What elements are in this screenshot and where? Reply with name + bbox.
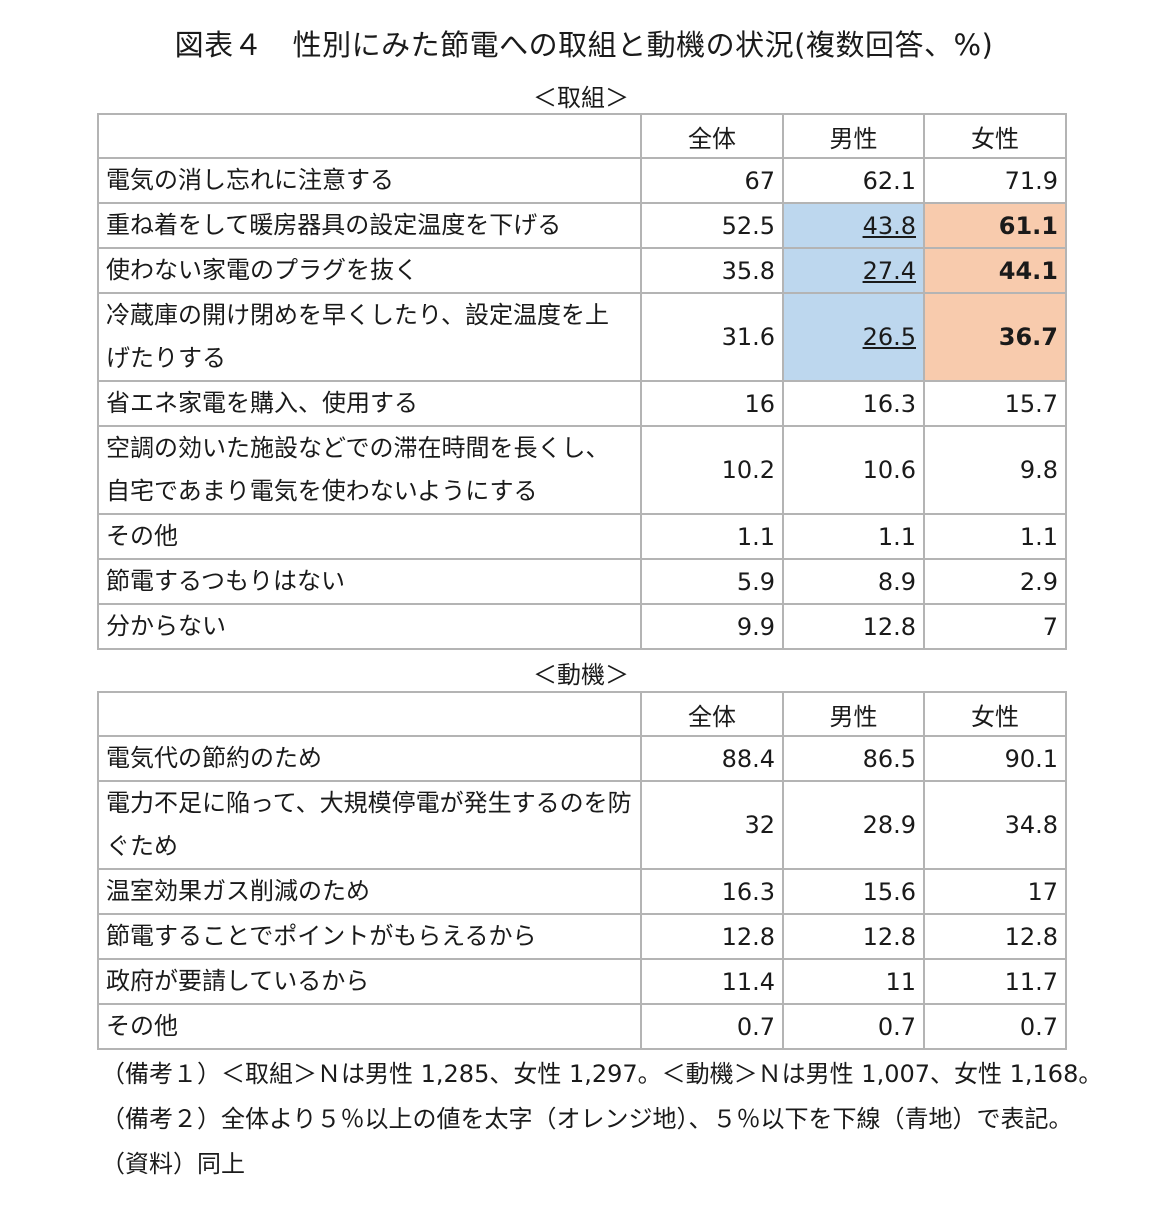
table-row: 冷蔵庫の開け閉めを早くしたり、設定温度を上げたりする 31.6 26.5 36.… [97,292,1067,382]
table-row: 電力不足に陥って、大規模停電が発生するのを防ぐため 32 28.9 34.8 [97,780,1067,870]
cell-female: 15.7 [923,380,1067,427]
table-header-row: 全体 男性 女性 [97,113,1067,159]
row-label: 電力不足に陥って、大規模停電が発生するのを防ぐため [97,780,642,870]
notes: （備考１）＜取組＞Ｎは男性 1,285、女性 1,297。＜動機＞Ｎは男性 1,… [101,1052,1102,1187]
section-label-efforts: ＜取組＞ [533,84,629,112]
table-header-row: 全体 男性 女性 [97,691,1067,737]
cell-all: 88.4 [640,735,784,782]
row-label: 空調の効いた施設などでの滞在時間を長くし、自宅であまり電気を使わないようにする [97,425,642,515]
cell-male: 1.1 [782,513,925,560]
cell-female: 71.9 [923,157,1067,204]
cell-all: 1.1 [640,513,784,560]
cell-male: 12.8 [782,603,925,650]
row-label: 省エネ家電を購入、使用する [97,380,642,427]
cell-male: 62.1 [782,157,925,204]
row-label: 電気の消し忘れに注意する [97,157,642,204]
cell-all: 16.3 [640,868,784,915]
cell-all: 16 [640,380,784,427]
cell-male: 12.8 [782,913,925,960]
cell-female: 1.1 [923,513,1067,560]
row-label: 電気代の節約のため [97,735,642,782]
row-label: 政府が要請しているから [97,958,642,1005]
header-female: 女性 [923,113,1067,159]
row-label: 温室効果ガス削減のため [97,868,642,915]
motives-table: 全体 男性 女性 電気代の節約のため 88.4 86.5 90.1 電力不足に陥… [97,691,1067,1050]
table-row: 節電することでポイントがもらえるから 12.8 12.8 12.8 [97,913,1067,960]
row-label: 重ね着をして暖房器具の設定温度を下げる [97,202,642,249]
table-row: 電気代の節約のため 88.4 86.5 90.1 [97,735,1067,782]
cell-female: 11.7 [923,958,1067,1005]
cell-male: 43.8 [782,202,925,249]
cell-male: 11 [782,958,925,1005]
header-female: 女性 [923,691,1067,737]
cell-female: 2.9 [923,558,1067,605]
cell-female: 9.8 [923,425,1067,515]
table-row: 節電するつもりはない 5.9 8.9 2.9 [97,558,1067,605]
row-label: 使わない家電のプラグを抜く [97,247,642,294]
cell-male: 28.9 [782,780,925,870]
cell-all: 9.9 [640,603,784,650]
note-1: （備考１）＜取組＞Ｎは男性 1,285、女性 1,297。＜動機＞Ｎは男性 1,… [101,1060,1103,1088]
table-row: 分からない 9.9 12.8 7 [97,603,1067,650]
cell-all: 67 [640,157,784,204]
cell-all: 52.5 [640,202,784,249]
row-label: その他 [97,1003,642,1050]
cell-female: 0.7 [923,1003,1067,1050]
row-label: 冷蔵庫の開け閉めを早くしたり、設定温度を上げたりする [97,292,642,382]
cell-female: 17 [923,868,1067,915]
cell-male: 15.6 [782,868,925,915]
table-row: 使わない家電のプラグを抜く 35.8 27.4 44.1 [97,247,1067,294]
header-male: 男性 [782,113,925,159]
cell-female: 61.1 [923,202,1067,249]
efforts-table: 全体 男性 女性 電気の消し忘れに注意する 67 62.1 71.9 重ね着をし… [97,113,1067,650]
cell-all: 10.2 [640,425,784,515]
cell-female: 90.1 [923,735,1067,782]
header-all: 全体 [640,113,784,159]
table-row: 温室効果ガス削減のため 16.3 15.6 17 [97,868,1067,915]
row-label: 節電するつもりはない [97,558,642,605]
cell-female: 12.8 [923,913,1067,960]
cell-all: 32 [640,780,784,870]
table-row: 政府が要請しているから 11.4 11 11.7 [97,958,1067,1005]
cell-all: 31.6 [640,292,784,382]
row-label: その他 [97,513,642,560]
cell-male: 26.5 [782,292,925,382]
cell-male: 10.6 [782,425,925,515]
section-label-motives: ＜動機＞ [533,661,629,689]
note-2: （備考２）全体より５％以上の値を太字（オレンジ地）、５％以下を下線（青地）で表記… [101,1105,1073,1133]
cell-all: 12.8 [640,913,784,960]
header-blank [97,113,642,159]
row-label: 節電することでポイントがもらえるから [97,913,642,960]
table-row: 重ね着をして暖房器具の設定温度を下げる 52.5 43.8 61.1 [97,202,1067,249]
header-all: 全体 [640,691,784,737]
cell-female: 44.1 [923,247,1067,294]
row-label: 分からない [97,603,642,650]
cell-all: 5.9 [640,558,784,605]
cell-all: 0.7 [640,1003,784,1050]
cell-female: 7 [923,603,1067,650]
table-row: その他 0.7 0.7 0.7 [97,1003,1067,1050]
cell-female: 36.7 [923,292,1067,382]
cell-all: 35.8 [640,247,784,294]
cell-female: 34.8 [923,780,1067,870]
header-male: 男性 [782,691,925,737]
cell-male: 86.5 [782,735,925,782]
table-row: その他 1.1 1.1 1.1 [97,513,1067,560]
table-row: 空調の効いた施設などでの滞在時間を長くし、自宅であまり電気を使わないようにする … [97,425,1067,515]
figure-title: 図表４ 性別にみた節電への取組と動機の状況(複数回答、%) [174,28,994,62]
header-blank [97,691,642,737]
cell-male: 16.3 [782,380,925,427]
table-row: 電気の消し忘れに注意する 67 62.1 71.9 [97,157,1067,204]
cell-male: 0.7 [782,1003,925,1050]
cell-all: 11.4 [640,958,784,1005]
cell-male: 27.4 [782,247,925,294]
note-source: （資料）同上 [101,1150,245,1178]
cell-male: 8.9 [782,558,925,605]
table-row: 省エネ家電を購入、使用する 16 16.3 15.7 [97,380,1067,427]
